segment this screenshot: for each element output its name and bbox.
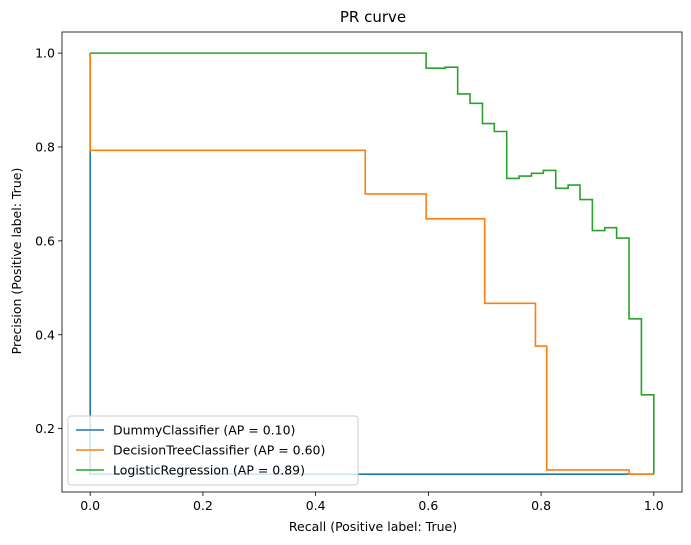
tick-layer: 0.0 0.2 0.4 0.6 0.8 1.0 0.2 0.4 0.6 0.8 1.0 bbox=[35, 46, 664, 513]
y-tick-label: 0.8 bbox=[35, 140, 55, 155]
y-tick-label: 0.6 bbox=[35, 233, 55, 248]
legend-entry-3: LogisticRegression (AP = 0.89) bbox=[113, 463, 305, 478]
series-line-2 bbox=[89, 53, 654, 475]
y-tick-label: 0.4 bbox=[35, 327, 55, 342]
x-tick-label: 0.4 bbox=[306, 498, 326, 513]
x-tick-label: 0.6 bbox=[418, 498, 438, 513]
x-tick-label: 0.0 bbox=[80, 498, 100, 513]
legend-entry-2: DecisionTreeClassifier (AP = 0.60) bbox=[113, 443, 325, 458]
legend-box bbox=[67, 415, 359, 486]
x-tick-label: 0.8 bbox=[531, 498, 551, 513]
y-tick-label: 0.2 bbox=[35, 421, 55, 436]
x-axis-label: Recall (Positive label: True) bbox=[289, 519, 457, 534]
x-tick-label: 1.0 bbox=[644, 498, 664, 513]
y-tick-label: 1.0 bbox=[35, 46, 55, 61]
legend: DummyClassifier (AP = 0.10) DecisionTreeC… bbox=[67, 415, 359, 486]
x-tick-label: 0.2 bbox=[193, 498, 213, 513]
y-axis-label: Precision (Positive label: True) bbox=[9, 168, 24, 355]
series-line-3 bbox=[90, 52, 655, 475]
chart-title: PR curve bbox=[340, 8, 406, 26]
legend-entry-1: DummyClassifier (AP = 0.10) bbox=[113, 423, 295, 438]
plot-frame bbox=[61, 31, 683, 493]
